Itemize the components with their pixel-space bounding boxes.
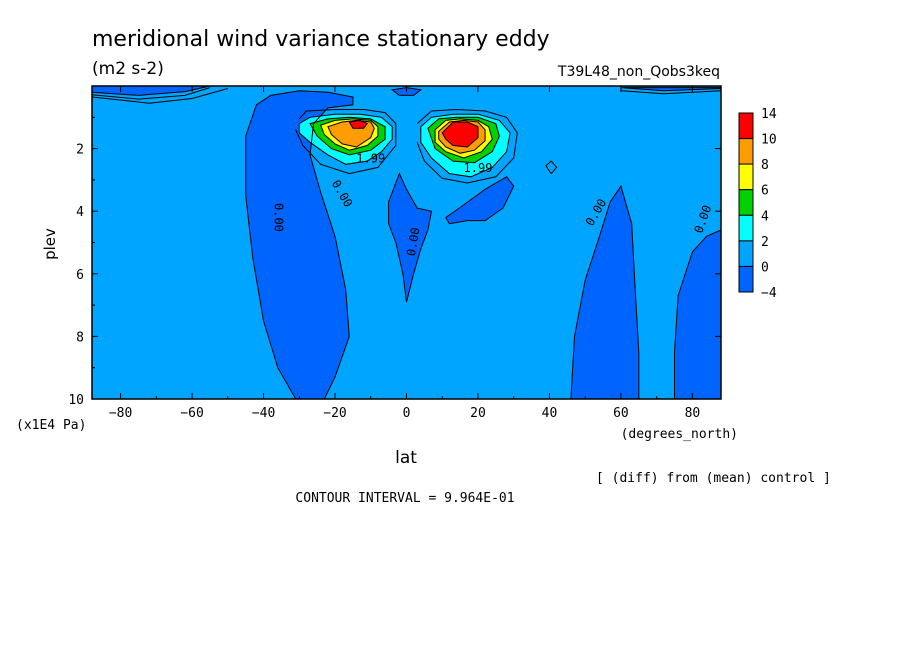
region-west-10 [349, 120, 368, 129]
y-tick-label: 2 [76, 143, 84, 158]
x-tick-label: 80 [685, 406, 701, 421]
region-west-2-outline [298, 113, 393, 165]
y-tick-label: 10 [68, 393, 84, 408]
contour-line-0 [295, 109, 397, 175]
diff-note: [ (diff) from (mean) control ] [596, 471, 831, 486]
colorbar-label: 10 [761, 133, 777, 148]
region-negative-top-left [92, 86, 210, 96]
region-negative-top-right [620, 87, 721, 91]
y-axis-label: plev [41, 228, 59, 260]
region-west-8-outline [327, 119, 375, 148]
contour-line-2 [91, 87, 211, 100]
region-negative-central [388, 173, 432, 302]
y-tick-label: 8 [76, 330, 84, 345]
region-negative-top-center-outline [390, 87, 423, 96]
region-west-4-outline [309, 116, 386, 156]
x-tick-label: −80 [109, 406, 132, 421]
colorbar-label: 14 [761, 107, 777, 122]
y-tick-label: 4 [76, 205, 84, 220]
colorbar-label: −4 [761, 286, 777, 301]
y-axis-units: (x1E4 Pa) [16, 418, 86, 433]
x-tick-label: −20 [323, 406, 346, 421]
x-tick-label: 60 [613, 406, 629, 421]
contour-interval: CONTOUR INTERVAL = 9.964E-01 [295, 491, 514, 506]
contour-label: 0.00 [271, 203, 285, 232]
x-tick-label: −60 [180, 406, 203, 421]
contour-label: 1.99 [464, 161, 493, 175]
contour-line-1 [416, 108, 518, 184]
region-negative-east [570, 186, 639, 399]
y-tick-label: 6 [76, 268, 84, 283]
plot-area: 0.000.000.000.00 0.001.991.99 [91, 85, 722, 400]
colorbar-label: 0 [761, 260, 769, 275]
region-negative-west [245, 90, 353, 399]
y-axis: 2 4 6 8 10 [68, 116, 721, 408]
region-negative-lobe-outline [445, 176, 515, 225]
colorbar-label: 8 [761, 158, 769, 173]
region-negative-west-outline [245, 90, 354, 400]
x-tick-label: −40 [252, 406, 275, 421]
colorbar-swatch [738, 112, 754, 140]
region-east-6-outline [434, 118, 493, 159]
x-tick-label: 20 [470, 406, 486, 421]
region-east-8-outline [438, 119, 486, 154]
colorbar-swatch [738, 214, 754, 242]
colorbar-swatch [738, 163, 754, 191]
contour-line-3 [91, 88, 228, 104]
contour-small-40n [545, 160, 558, 175]
region-east-4-outline [427, 116, 500, 164]
colorbar-label: 2 [761, 235, 769, 250]
x-axis-units: (degrees_north) [621, 427, 738, 442]
contour-line-4 [620, 90, 722, 95]
region-west-10-outline [348, 119, 368, 129]
colorbar-swatch [738, 265, 754, 293]
contour-lines [91, 85, 722, 400]
region-west-6-outline [320, 118, 379, 151]
region-negative-east-outline [570, 185, 640, 400]
colorbar-swatch [738, 189, 754, 216]
colorbar-label: 6 [761, 184, 769, 199]
colorbar-swatch [738, 240, 754, 267]
region-east-10 [442, 122, 478, 147]
contour-label: 1.99 [356, 152, 385, 166]
x-tick-label: 0 [403, 406, 411, 421]
x-axis: −80 −60 −40 −20 0 20 40 60 80 [109, 86, 700, 421]
region-negative-central-outline [388, 172, 433, 303]
x-tick-label: 40 [542, 406, 558, 421]
contour-label: 0.00 [404, 226, 423, 257]
x-axis-label: lat [395, 448, 417, 468]
experiment-label: T39L48_non_Qobs3keq [557, 64, 720, 80]
chart-title: meridional wind variance stationary eddy [92, 27, 550, 52]
colorbar-label: 4 [761, 209, 769, 224]
colorbar: 14 10 8 6 4 2 0 −4 [738, 107, 777, 301]
region-east-10-outline [441, 121, 479, 148]
colorbar-swatch [738, 138, 754, 165]
units-label: (m2 s-2) [92, 59, 164, 79]
region-east-2-outline [420, 113, 511, 178]
